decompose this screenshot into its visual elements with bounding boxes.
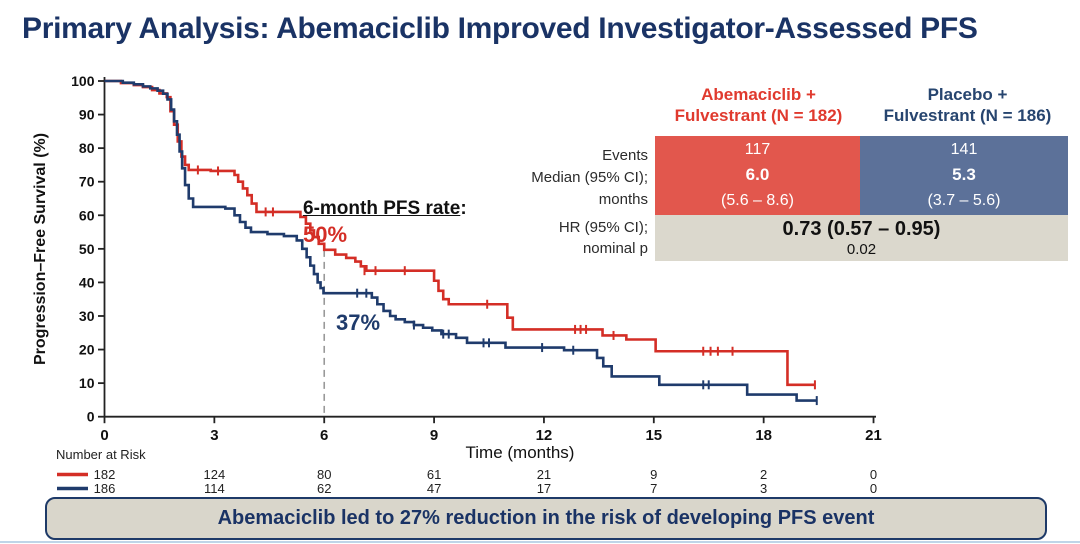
row-label-median: Median (95% CI);: [531, 169, 648, 186]
svg-text:40: 40: [79, 274, 95, 290]
svg-text:2: 2: [760, 467, 767, 482]
svg-text:80: 80: [79, 140, 95, 156]
risk-row-placebo: 186 114 62 47 17 7 3 0: [57, 481, 877, 496]
abemaciclib-events: 117: [744, 141, 771, 159]
svg-text:90: 90: [79, 107, 95, 123]
svg-text:182: 182: [94, 467, 116, 482]
placebo-results-cell: 141 5.3 (3.7 – 5.6): [860, 136, 1068, 215]
row-label-nominal-p: nominal p: [582, 240, 648, 257]
censor-ticks-abemaciclib: [196, 165, 816, 390]
column-header-placebo-line1: Placebo +: [927, 85, 1008, 104]
svg-text:70: 70: [79, 174, 95, 190]
svg-text:10: 10: [79, 375, 95, 391]
abemaciclib-median-ci: (5.6 – 8.6): [721, 191, 794, 209]
censor-ticks-placebo: [356, 288, 818, 406]
svg-text:0: 0: [870, 481, 877, 496]
svg-text:80: 80: [317, 467, 331, 482]
svg-text:0: 0: [870, 467, 877, 482]
svg-text:18: 18: [755, 427, 772, 444]
six-month-pfs-annotation-text: 6-month PFS rate: [303, 198, 461, 219]
km-curve-placebo: [104, 79, 817, 402]
svg-text:60: 60: [79, 207, 95, 223]
svg-text:15: 15: [645, 427, 662, 444]
svg-text:3: 3: [210, 427, 218, 444]
svg-text:7: 7: [650, 481, 657, 496]
svg-text:9: 9: [650, 467, 657, 482]
svg-text:61: 61: [427, 467, 441, 482]
svg-text:17: 17: [537, 481, 551, 496]
svg-text:62: 62: [317, 481, 331, 496]
svg-text:6: 6: [320, 427, 328, 444]
abemaciclib-median: 6.0: [745, 165, 770, 185]
svg-text:21: 21: [537, 467, 551, 482]
column-header-abemaciclib-line1: Abemaciclib +: [701, 85, 816, 104]
svg-text:30: 30: [79, 308, 95, 324]
x-axis-title: Time (months): [465, 443, 575, 462]
svg-text:0: 0: [87, 409, 95, 425]
svg-text:100: 100: [71, 73, 95, 89]
svg-text:20: 20: [79, 342, 95, 358]
hazard-ratio-cell: 0.73 (0.57 – 0.95) 0.02: [655, 215, 1068, 261]
svg-text:186: 186: [94, 481, 116, 496]
column-header-abemaciclib-line2: Fulvestrant (N = 182): [674, 106, 843, 125]
bottom-divider: [0, 541, 1080, 543]
row-label-hr: HR (95% CI);: [558, 219, 648, 236]
six-month-pfs-annotation-colon: :: [460, 198, 467, 219]
conclusion-banner: Abemaciclib led to 27% reduction in the …: [45, 497, 1047, 540]
svg-text:124: 124: [204, 467, 226, 482]
nominal-p-value: 0.02: [846, 241, 877, 258]
hazard-ratio-value: 0.73 (0.57 – 0.95): [782, 218, 941, 240]
placebo-median-ci: (3.7 – 5.6): [927, 191, 1001, 209]
svg-text:9: 9: [430, 427, 438, 444]
column-header-placebo-line2: Fulvestrant (N = 186): [883, 106, 1052, 125]
abemaciclib-6mo-rate: 50%: [303, 222, 348, 247]
svg-text:0: 0: [100, 427, 108, 444]
abemaciclib-results-cell: 117 6.0 (5.6 – 8.6): [655, 136, 860, 215]
svg-text:21: 21: [865, 427, 882, 444]
svg-text:114: 114: [204, 481, 225, 496]
x-axis-ticks: 0 3 6 9 12 15 18 21: [100, 416, 882, 444]
y-axis-ticks: 0 10 20 30 40 50 60 70 80 90 100: [71, 73, 105, 425]
column-header-placebo: Placebo + Fulvestrant (N = 186): [865, 84, 1070, 126]
page-title: Primary Analysis: Abemaciclib Improved I…: [22, 12, 978, 45]
number-at-risk-label: Number at Risk: [56, 447, 146, 462]
row-label-events: Events: [602, 147, 648, 164]
axes: [103, 77, 876, 418]
row-label-months: months: [598, 191, 648, 208]
six-month-pfs-annotation: 6-month PFS rate:: [303, 198, 467, 220]
svg-text:12: 12: [536, 427, 553, 444]
placebo-median: 5.3: [952, 165, 976, 185]
y-axis-title: Progression–Free Survival (%): [32, 132, 49, 366]
placebo-6mo-rate: 37%: [336, 310, 381, 335]
svg-text:50: 50: [79, 241, 95, 257]
placebo-events: 141: [950, 141, 978, 159]
risk-row-abemaciclib: 182 124 80 61 21 9 2 0: [57, 467, 877, 482]
svg-text:3: 3: [760, 481, 767, 496]
svg-text:47: 47: [427, 481, 441, 496]
column-header-abemaciclib: Abemaciclib + Fulvestrant (N = 182): [652, 84, 865, 126]
